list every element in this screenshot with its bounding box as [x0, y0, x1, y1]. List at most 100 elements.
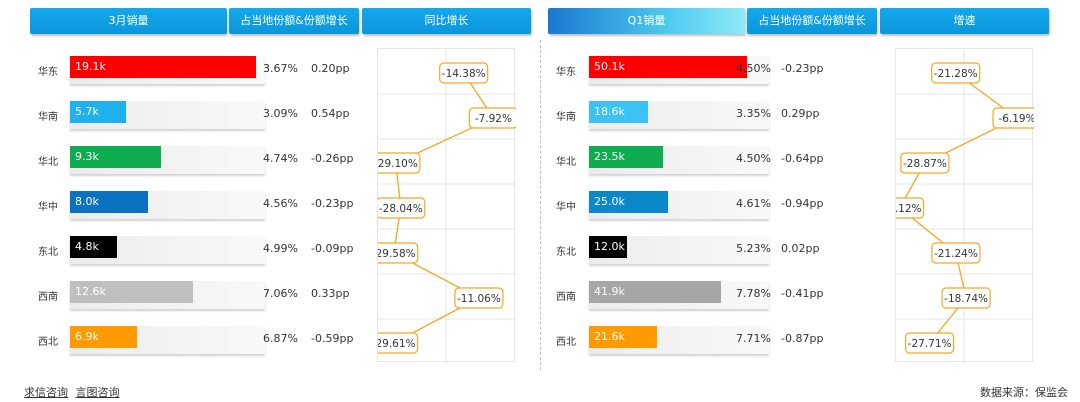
share-value: 6.87%	[263, 332, 298, 345]
share-value: 4.50%	[736, 62, 771, 75]
growth-label: -21.24%	[931, 242, 981, 264]
sales-track: 12.6k	[70, 281, 265, 309]
growth-label: -35.12%	[875, 197, 925, 219]
share-value: 4.50%	[736, 152, 771, 165]
region-label: 华东	[38, 67, 58, 78]
section-divider	[540, 40, 541, 370]
region-label: 西南	[556, 292, 576, 303]
region-label: 华北	[556, 157, 576, 168]
sales-value: 6.9k	[75, 330, 99, 343]
growth-value: -21.28%	[934, 68, 978, 80]
growth-label: -7.92%	[468, 107, 519, 129]
share-value: 7.78%	[736, 287, 771, 300]
growth-value: -28.04%	[379, 203, 423, 215]
right-growth-chart: -21.28% -6.19% -28.87% -35.12% -21.24% -18.74…	[875, 49, 1042, 363]
sales-bar	[589, 56, 748, 78]
sales-bar	[70, 56, 257, 78]
share-change: -0.64pp	[781, 152, 824, 165]
region-label: 华中	[38, 202, 58, 213]
sales-value: 8.0k	[75, 195, 99, 208]
region-label: 西北	[38, 337, 58, 348]
share-value: 3.67%	[263, 62, 298, 75]
growth-label: -29.58%	[369, 242, 419, 264]
growth-label: -11.06%	[454, 287, 504, 309]
sales-bar	[589, 281, 722, 303]
share-value: 4.99%	[263, 242, 298, 255]
share-change: 0.54pp	[311, 107, 350, 120]
sales-bar	[70, 326, 138, 348]
sales-value: 50.1k	[594, 60, 625, 73]
growth-label-box	[931, 62, 981, 84]
sales-value: 21.6k	[594, 330, 625, 343]
region-label: 西南	[38, 292, 58, 303]
growth-label-box	[905, 332, 955, 354]
sales-value: 41.9k	[594, 285, 625, 298]
growth-value: -28.87%	[903, 158, 947, 170]
share-change: 0.29pp	[781, 107, 820, 120]
sales-track: 4.8k	[70, 236, 265, 264]
sales-bar	[589, 191, 668, 213]
right-sales-header: Q1销量	[548, 8, 745, 34]
sales-track: 19.1k	[70, 56, 265, 84]
growth-label-box	[454, 287, 504, 309]
share-change: -0.41pp	[781, 287, 824, 300]
growth-value: -29.58%	[378, 248, 416, 260]
growth-label-box	[439, 62, 489, 84]
growth-label: -28.87%	[900, 152, 950, 174]
growth-label: -21.28%	[931, 62, 981, 84]
sales-track: 25.0k	[589, 191, 769, 219]
share-change: 0.02pp	[781, 242, 820, 255]
growth-label: -29.10%	[371, 152, 421, 174]
growth-label: -27.71%	[905, 332, 955, 354]
region-label: 华北	[38, 157, 58, 168]
growth-label: -28.04%	[376, 197, 426, 219]
sales-bar	[589, 146, 664, 168]
sales-value: 19.1k	[75, 60, 106, 73]
share-value: 4.61%	[736, 197, 771, 210]
region-label: 西北	[556, 337, 576, 348]
left-share-header: 占当地份额&份额增长	[229, 8, 359, 34]
region-label: 东北	[556, 247, 576, 258]
growth-value: -11.06%	[457, 293, 501, 305]
growth-label: -14.38%	[439, 62, 489, 84]
growth-value: -29.10%	[378, 158, 418, 170]
share-change: -0.87pp	[781, 332, 824, 345]
footer-links: 求信咨询 言图咨询	[24, 384, 120, 400]
footer-link-yantu[interactable]: 言图咨询	[75, 386, 120, 399]
sales-track: 8.0k	[70, 191, 265, 219]
growth-value: -35.12%	[896, 203, 922, 215]
sales-bar	[70, 146, 161, 168]
sales-bar	[70, 281, 193, 303]
share-change: -0.59pp	[311, 332, 354, 345]
share-value: 4.74%	[263, 152, 298, 165]
share-change: -0.26pp	[311, 152, 354, 165]
region-label: 华中	[556, 202, 576, 213]
sales-value: 4.8k	[75, 240, 99, 253]
sales-track: 18.6k	[589, 101, 769, 129]
right-growth-panel: -21.28% -6.19% -28.87% -35.12% -21.24% -18.74…	[875, 48, 1042, 363]
sales-track: 12.0k	[589, 236, 769, 264]
sales-bar	[589, 236, 627, 258]
sales-value: 18.6k	[594, 105, 625, 118]
share-change: -0.23pp	[311, 197, 354, 210]
growth-value: -27.71%	[908, 338, 952, 350]
growth-value: -18.74%	[944, 293, 988, 305]
growth-value: -14.38%	[442, 68, 486, 80]
region-label: 华东	[556, 67, 576, 78]
region-label: 华南	[556, 112, 576, 123]
sales-bar	[70, 236, 117, 258]
data-source: 数据来源：保监会	[980, 386, 1068, 399]
sales-bar	[589, 101, 648, 123]
share-value: 3.35%	[736, 107, 771, 120]
left-growth-chart: -14.38% -7.92% -29.10% -28.04% -29.58% -11.06…	[369, 49, 519, 363]
sales-value: 9.3k	[75, 150, 99, 163]
sales-track: 50.1k	[589, 56, 769, 84]
growth-label-box	[931, 242, 981, 264]
growth-label-box	[941, 287, 991, 309]
growth-value: -29.61%	[378, 338, 416, 350]
share-change: -0.09pp	[311, 242, 354, 255]
right-growth-header: 增速	[880, 8, 1049, 34]
sales-track: 6.9k	[70, 326, 265, 354]
footer-link-qiuxin[interactable]: 求信咨询	[24, 386, 68, 399]
growth-label: -18.74%	[941, 287, 991, 309]
